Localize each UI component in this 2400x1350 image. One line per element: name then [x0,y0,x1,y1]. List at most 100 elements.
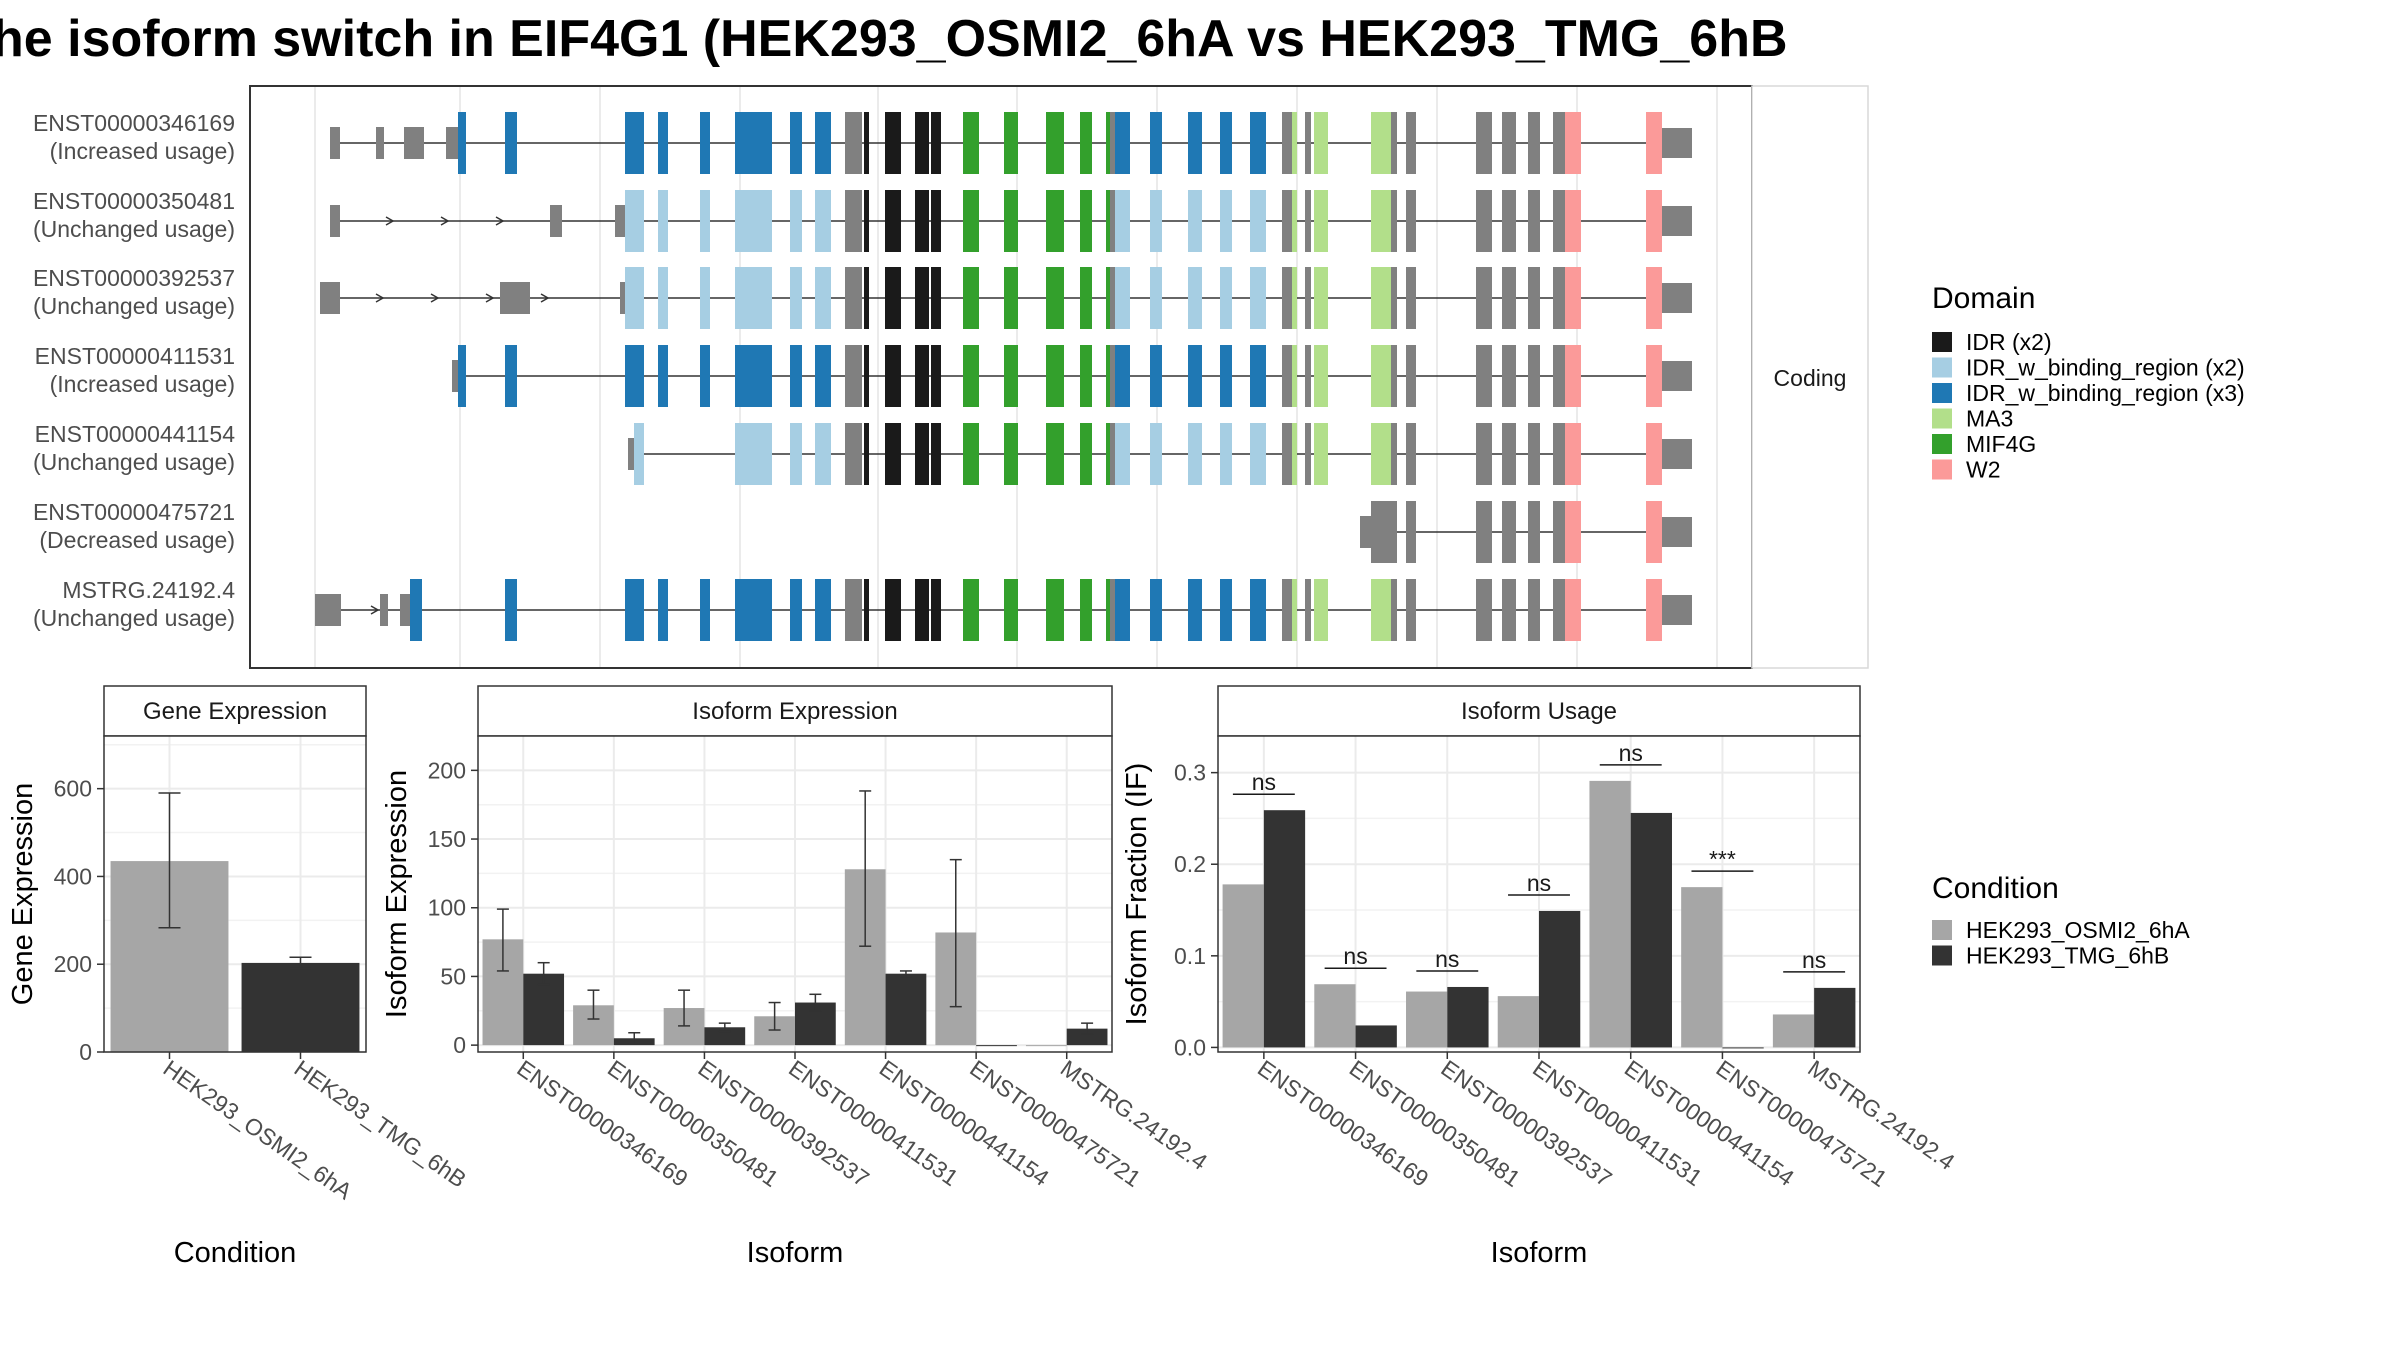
coding-exon [815,345,831,407]
coding-exon [1391,190,1397,252]
coding-exon [658,190,668,252]
isoform-row-id: ENST00000346169 [33,110,235,136]
coding-exon [700,267,710,329]
coding-exon [1282,267,1292,329]
coding-exon [1292,190,1297,252]
coding-exon [1646,579,1662,641]
y-tick-label: 200 [428,757,466,783]
coding-exon [1662,283,1692,313]
coding-exon [1004,190,1018,252]
coding-exon [931,112,941,174]
coding-exon [1314,112,1328,174]
coding-exon [1406,267,1416,329]
bar [885,973,927,1046]
coding-exon [1391,501,1397,563]
coding-exon [1406,501,1416,563]
coding-exon [1305,579,1311,641]
coding-exon [458,112,466,174]
x-axis-title: Isoform [747,1237,844,1269]
coding-exon [815,267,831,329]
coding-exon [931,267,941,329]
coding-exon [658,267,668,329]
coding-exon [1150,579,1162,641]
coding-exon [1528,267,1540,329]
coding-exon [1662,361,1692,391]
coding-exon [1371,423,1391,485]
coding-exon [915,579,929,641]
coding-exon [1188,112,1202,174]
domain-legend-key [1932,332,1952,352]
utr-exon [520,282,530,314]
y-axis-title: Isoform Fraction (IF) [1121,763,1153,1026]
coding-exon [885,267,901,329]
x-tick-label: ENST00000441154 [875,1055,1054,1191]
coding-exon [815,190,831,252]
bar [1025,1045,1067,1047]
coding-exon [735,112,772,174]
coding-exon [1502,267,1516,329]
coding-exon [852,267,862,329]
coding-exon [815,423,831,485]
coding-exon [1150,190,1162,252]
coding-exon [1314,423,1328,485]
coding-exon [1250,345,1266,407]
isoform-row-usage: (Unchanged usage) [33,293,235,319]
y-tick-label: 0.3 [1174,760,1206,786]
coding-exon [1476,112,1492,174]
coding-exon [1371,579,1391,641]
isoform-structure-ENST00000441154 [628,423,1692,485]
coding-exon [931,345,941,407]
coding-exon [815,579,831,641]
coding-exon [1476,345,1492,407]
coding-exon [915,112,929,174]
coding-exon [1282,112,1292,174]
bar [1589,780,1631,1048]
bar [1772,1014,1815,1048]
coding-exon [885,345,901,407]
isoform-row-usage: (Unchanged usage) [33,449,235,475]
intron-arrow [375,293,385,303]
coding-exon [1502,579,1516,641]
coding-exon [458,345,466,407]
coding-exon [790,579,802,641]
coding-exon [864,345,869,407]
domain-legend-label: MA3 [1966,406,2013,432]
coding-exon [1305,423,1311,485]
coding-exon [963,423,979,485]
bar [1681,887,1723,1048]
coding-exon [1220,579,1232,641]
coding-exon [1502,112,1516,174]
coding-exon [1646,112,1662,174]
structure-panel [249,85,1753,669]
domain-legend-key [1932,434,1952,454]
coding-exon [852,345,862,407]
coding-exon [1476,190,1492,252]
coding-exon [700,190,710,252]
condition-legend-title: Condition [1932,872,2059,905]
coding-exon [1188,267,1202,329]
coding-exon [1662,517,1692,547]
coding-exon [1080,190,1092,252]
coding-exon [1371,345,1391,407]
coding-exon [625,345,644,407]
isoform-structure-ENST00000346169 [330,112,1692,174]
significance-label: ns [1343,943,1367,969]
coding-exon [1292,579,1297,641]
coding-exon [1476,423,1492,485]
coding-exon [1528,579,1540,641]
utr-exon [315,594,341,626]
coding-exon [790,190,802,252]
coding-exon [1046,579,1064,641]
bar [241,962,360,1052]
y-tick-label: 200 [54,951,92,977]
coding-exon [1391,579,1397,641]
coding-exon [1250,579,1266,641]
coding-exon [1046,345,1064,407]
utr-exon [628,438,634,470]
coding-exon [1314,190,1328,252]
coding-exon [1282,579,1292,641]
coding-exon [790,112,802,174]
coding-exon [1188,579,1202,641]
isoform-row-id: ENST00000441154 [35,421,236,447]
